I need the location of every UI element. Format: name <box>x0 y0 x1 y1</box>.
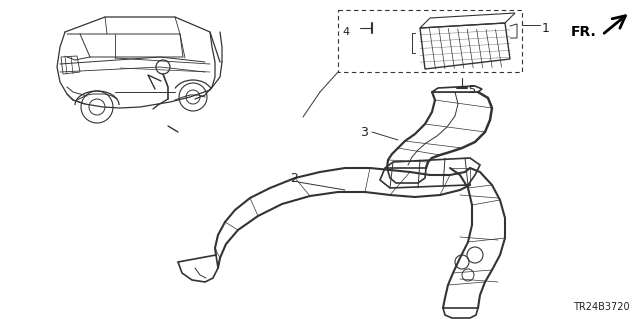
Text: 5: 5 <box>468 85 475 95</box>
Text: TR24B3720: TR24B3720 <box>573 302 630 312</box>
Text: 2: 2 <box>290 172 298 184</box>
Text: 3: 3 <box>360 125 368 138</box>
Text: 4: 4 <box>342 27 349 37</box>
Text: 1: 1 <box>542 21 550 34</box>
Text: FR.: FR. <box>570 25 596 39</box>
